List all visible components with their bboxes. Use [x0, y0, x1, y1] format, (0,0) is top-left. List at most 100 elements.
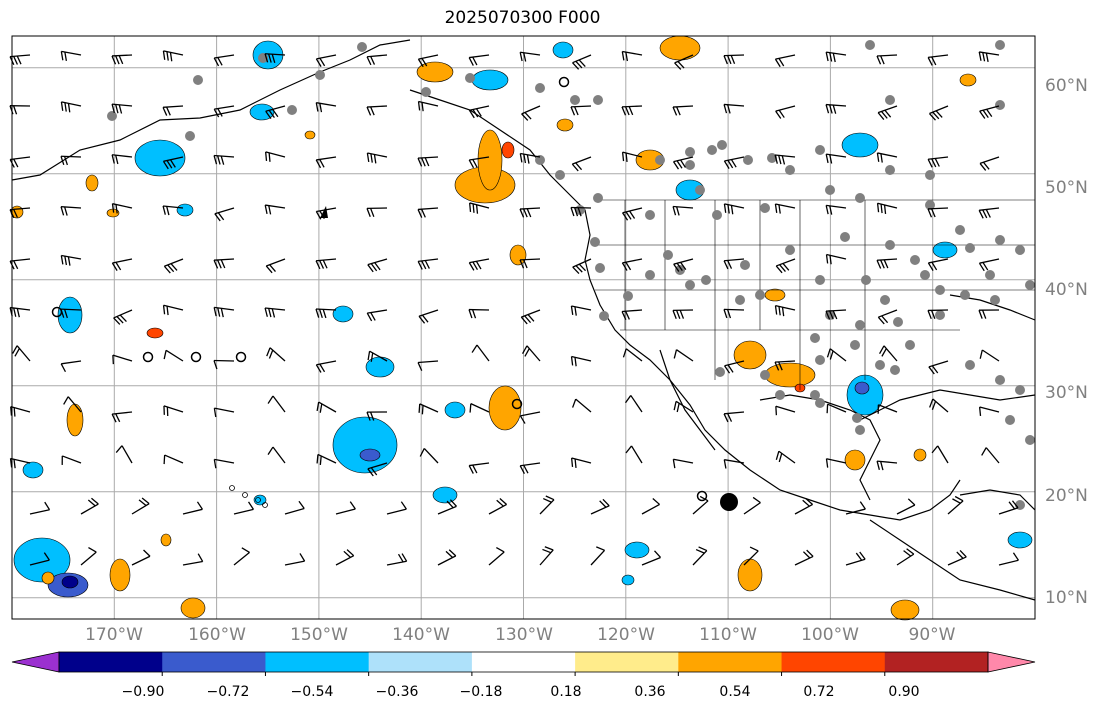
barb-flag — [625, 261, 632, 271]
barb-shaft — [928, 360, 949, 368]
barb-flag — [570, 207, 575, 217]
barb-shaft — [928, 156, 949, 160]
barb-flag — [672, 310, 677, 320]
anomaly-contour — [659, 35, 701, 61]
barb-flag — [774, 58, 781, 68]
barb-shaft — [775, 154, 796, 158]
lon-label-170w: 170°W — [85, 625, 143, 645]
wind-barb — [519, 411, 541, 424]
barb-flag — [63, 396, 69, 405]
barb-shaft — [16, 345, 31, 362]
colorbar-extend-min — [11, 651, 60, 673]
barb-shaft — [825, 309, 847, 312]
lat-label-20n: 20°N — [1045, 486, 1088, 506]
barb-flag — [982, 262, 989, 271]
wind-barb — [519, 462, 541, 474]
barb-flag — [60, 206, 65, 216]
wind-barb — [927, 207, 949, 218]
barb-shaft — [418, 360, 439, 364]
wind-barb — [162, 304, 184, 316]
station-dot — [910, 255, 920, 265]
wind-barb — [572, 54, 592, 70]
anomaly-contour — [846, 374, 884, 416]
barb-shaft — [213, 258, 235, 261]
barb-shaft — [369, 350, 388, 362]
barb-flag — [752, 496, 761, 504]
barb-flag — [932, 111, 940, 120]
anomaly-contour — [332, 416, 398, 474]
barb-flag — [880, 55, 885, 65]
barb-flag — [524, 348, 530, 357]
barb-flag — [319, 103, 323, 113]
station-dot — [421, 87, 431, 97]
station-dot — [735, 295, 745, 305]
barb-flag — [978, 406, 982, 417]
barb-flag — [116, 316, 124, 324]
barb-shaft — [163, 405, 184, 413]
barb-flag — [982, 109, 989, 118]
wind-barb — [825, 51, 847, 63]
wind-barb — [774, 360, 796, 371]
anomaly-contour — [552, 41, 574, 59]
barb-flag — [749, 546, 759, 552]
barb-flag — [163, 265, 171, 274]
station-dot — [920, 270, 930, 280]
barb-shaft — [878, 309, 898, 318]
wind-barb — [214, 207, 235, 222]
wind-barb — [876, 152, 898, 163]
wind-barb — [468, 156, 490, 169]
anomaly-contour — [22, 461, 44, 479]
wind-barb — [284, 500, 305, 515]
station-dot — [815, 145, 825, 155]
barb-flag — [12, 345, 18, 354]
barb-flag — [825, 310, 831, 320]
barb-shaft — [743, 550, 759, 566]
barb-flag — [927, 208, 933, 218]
wind-barb — [80, 547, 97, 566]
barb-flag — [881, 348, 887, 357]
barb-flag — [677, 61, 685, 69]
barb-shaft — [520, 51, 541, 56]
barb-flag — [13, 459, 16, 469]
barb-flag — [400, 501, 407, 510]
barb-flag — [315, 159, 322, 169]
wind-barb — [743, 546, 759, 566]
barb-flag — [574, 306, 577, 316]
barb-flag — [366, 106, 372, 116]
wind-barb — [366, 54, 388, 66]
barb-flag — [299, 553, 306, 562]
barb-flag — [319, 455, 322, 465]
barb-flag — [781, 307, 785, 317]
wind-barb — [233, 501, 255, 515]
barb-flag — [419, 448, 425, 457]
barb-flag — [672, 161, 680, 170]
anomaly-contour — [764, 288, 786, 302]
barb-flag — [319, 57, 326, 67]
wind-barb — [29, 552, 50, 566]
barb-flag — [162, 160, 169, 170]
barb-shaft — [985, 447, 1000, 464]
wind-barb — [845, 551, 866, 566]
wind-barb — [978, 51, 1000, 62]
barb-flag — [14, 348, 20, 357]
wind-barb — [468, 54, 490, 66]
barb-shaft — [979, 105, 1000, 112]
anomaly-contour — [509, 244, 527, 266]
wind-barb — [367, 462, 388, 477]
barb-flag — [927, 57, 933, 66]
station-dot — [740, 260, 750, 270]
station-dot — [555, 170, 565, 180]
station-dot — [885, 95, 895, 105]
barb-shaft — [469, 156, 490, 161]
wind-barb — [213, 154, 235, 165]
wind-barb — [417, 100, 439, 112]
barb-flag — [370, 467, 378, 476]
colorbar-segment — [162, 652, 266, 672]
barb-flag — [13, 56, 19, 65]
barb-shaft — [214, 54, 235, 59]
barb-flag — [268, 152, 271, 162]
wind-barb — [621, 309, 643, 320]
barb-flag — [673, 401, 677, 411]
wind-barb — [825, 204, 847, 215]
barb-shaft — [163, 205, 184, 209]
